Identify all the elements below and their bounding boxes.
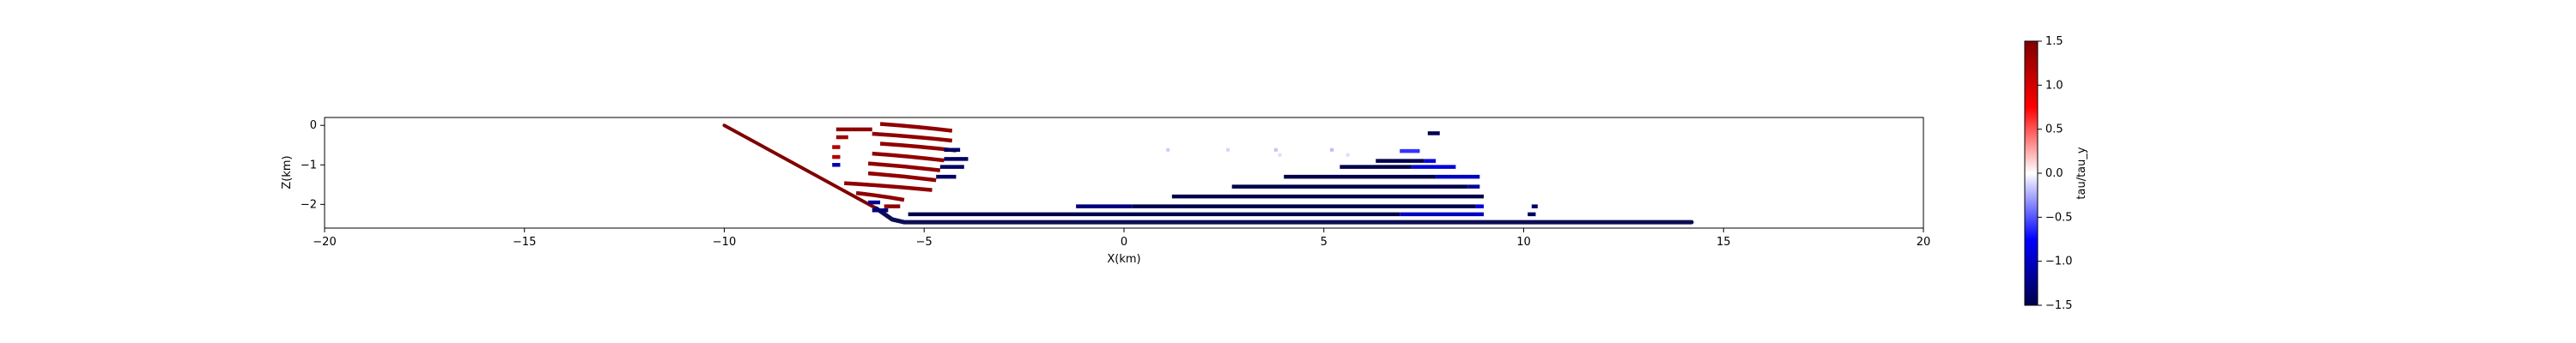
y-tick-label: −1	[301, 159, 317, 172]
x-tick-label: −10	[713, 236, 736, 249]
data-layer	[722, 122, 1694, 225]
colorbar-tick-label: 1.5	[2045, 35, 2063, 48]
faint-point	[1346, 153, 1350, 157]
stress-segment	[855, 190, 905, 202]
colorbar: 1.5 1.0 0.5 0.0 −0.5 −1.0 −1.5 tau/tau_y	[2024, 35, 2088, 312]
y-axis-ticks: 0 −1 −2	[301, 119, 325, 211]
faint-point	[1278, 153, 1282, 157]
colorbar-tick-label: 0.5	[2045, 123, 2063, 136]
x-tick-label: 20	[1917, 236, 1931, 249]
x-axis-ticks: −20 −15 −10 −5 0 5 10 15 20	[313, 228, 1930, 249]
colorbar-tick-label: 0.0	[2045, 167, 2063, 180]
faint-point	[1273, 147, 1278, 152]
stress-segment	[879, 122, 953, 133]
faint-point	[1330, 147, 1334, 152]
faint-point	[1166, 147, 1170, 152]
y-axis-label: Z(km)	[281, 155, 294, 189]
colorbar-tick-label: −0.5	[2045, 211, 2073, 224]
colorbar-tick-label: 1.0	[2045, 79, 2063, 92]
fault-trace-lower	[873, 206, 1694, 225]
x-tick-label: −20	[313, 236, 336, 249]
stress-segment	[867, 171, 937, 183]
x-axis-label: X(km)	[1107, 253, 1140, 266]
colorbar-tick-label: −1.5	[2045, 299, 2073, 312]
y-tick-label: −2	[301, 198, 317, 211]
x-tick-label: −15	[513, 236, 536, 249]
fault-trace-upper	[722, 123, 878, 210]
x-tick-label: 5	[1321, 236, 1327, 249]
x-tick-label: 15	[1716, 236, 1731, 249]
stress-segment	[872, 131, 953, 143]
y-tick-label: 0	[310, 119, 317, 132]
colorbar-label: tau/tau_y	[2075, 147, 2088, 199]
colorbar-tick-label: −1.0	[2045, 256, 2073, 268]
stress-segment	[867, 161, 941, 172]
stress-segment	[872, 151, 945, 163]
plot-frame	[324, 117, 1924, 229]
stress-segment	[844, 181, 933, 192]
colorbar-ticks: 1.5 1.0 0.5 0.0 −0.5 −1.0 −1.5	[2038, 35, 2073, 312]
x-tick-label: 10	[1516, 236, 1531, 249]
colorbar-gradient	[2024, 40, 2038, 306]
x-tick-label: −5	[916, 236, 933, 249]
main-axes: −20 −15 −10 −5 0 5 10 15 20 0 −1 −2 X(km) Z(km)	[281, 117, 1930, 266]
x-tick-label: 0	[1121, 236, 1127, 249]
faint-point	[1226, 147, 1230, 152]
